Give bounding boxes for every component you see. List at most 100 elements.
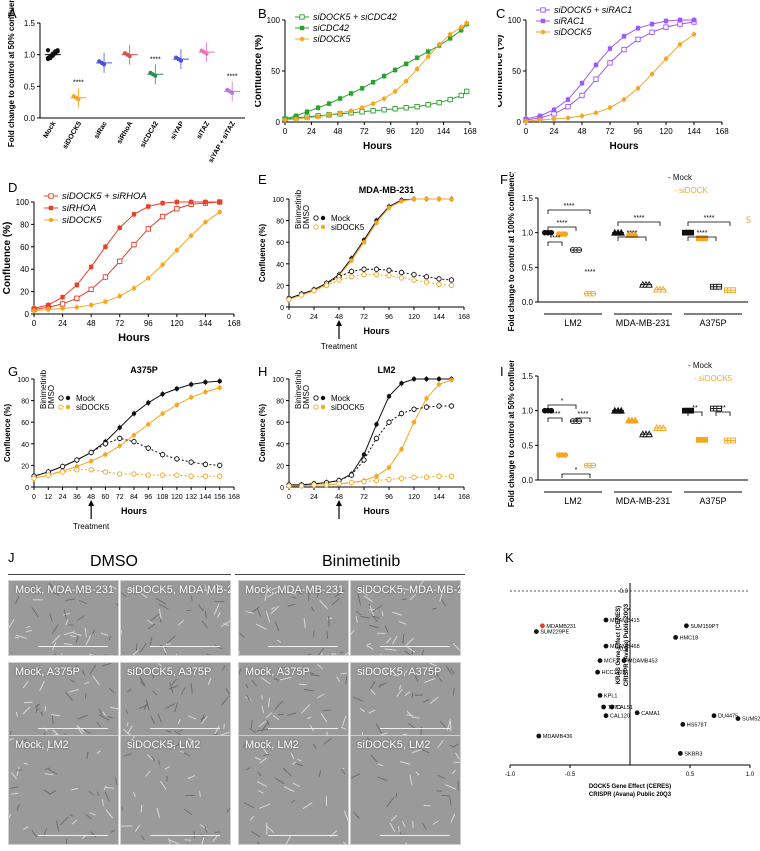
y-tick-label: 1.0 — [24, 51, 36, 60]
cell-stroke — [429, 663, 437, 667]
y-tick-label: 0.5 — [522, 441, 534, 450]
x-axis-label: Hours — [363, 326, 389, 336]
data-point — [286, 483, 292, 489]
data-point — [579, 92, 585, 99]
cell-stroke — [381, 611, 384, 616]
legend-group-label: Binimetinib — [39, 369, 48, 409]
data-point — [361, 266, 367, 272]
data-point — [634, 710, 640, 716]
cell-stroke — [55, 820, 60, 832]
significance-bracket — [547, 404, 577, 409]
cell-texture — [9, 737, 118, 844]
series-line — [289, 378, 452, 486]
cell-stroke — [386, 637, 392, 644]
data-point — [45, 472, 51, 478]
data-point — [131, 286, 137, 291]
panel-label-k: K — [505, 550, 514, 565]
cell-stroke — [17, 738, 27, 745]
data-point — [293, 116, 299, 122]
chart-b: 0 50 100 0 24 48 72 96 120 144 168 Hours Confluence … — [255, 12, 477, 152]
scale-bar — [38, 835, 108, 836]
data-point — [304, 115, 310, 121]
x-tick-label: 0 — [32, 319, 37, 328]
chart-e: 0 20 40 60 80 100 0 24 48 72 96 120 144 168 Hours Confl… — [258, 185, 470, 351]
data-point — [174, 472, 180, 478]
cell-stroke — [263, 753, 270, 757]
chart-k: -1.0 -0.5 0.5 1.0 0.0 -0.2 DOCK5 Gene Effect (… — [505, 583, 760, 798]
cell-stroke — [308, 843, 310, 844]
y-tick-label: 1.5 — [522, 372, 534, 381]
data-point — [403, 105, 409, 111]
cell-stroke — [69, 634, 76, 638]
significance-label: **** — [697, 230, 708, 237]
cell-stroke — [156, 807, 160, 819]
cell-stroke — [439, 721, 447, 728]
data-point — [424, 196, 429, 202]
cell-stroke — [85, 814, 92, 820]
cell-stroke — [49, 613, 53, 622]
cell-stroke — [214, 831, 221, 833]
cell-stroke — [26, 625, 31, 629]
data-point — [449, 196, 454, 202]
significance-bracket — [561, 473, 591, 478]
cell-stroke — [245, 611, 254, 614]
cell-texture — [351, 737, 460, 844]
significance-label: * — [575, 467, 578, 474]
cell-stroke — [16, 804, 20, 811]
legend-label: Mock — [76, 394, 96, 403]
data-point — [282, 117, 288, 123]
x-tick-label: siYAP — [170, 120, 186, 141]
cell-stroke — [54, 653, 56, 655]
scale-bar — [380, 728, 450, 729]
cell-stroke — [398, 684, 402, 690]
data-point — [361, 478, 367, 485]
cell-stroke — [64, 691, 73, 702]
data-point — [414, 104, 420, 110]
series-line — [289, 379, 452, 487]
data-point — [323, 482, 330, 488]
x-tick-label: Mock — [43, 120, 58, 139]
micrograph-tile: Mock, LM2 — [8, 735, 119, 845]
x-tick-label: 96 — [144, 494, 152, 501]
data-point — [46, 302, 51, 308]
cell-stroke — [369, 688, 376, 695]
cell-stroke — [364, 595, 373, 603]
cell-stroke — [71, 819, 78, 825]
cell-stroke — [123, 728, 131, 736]
series-line — [525, 19, 694, 120]
cell-stroke — [268, 697, 271, 708]
cell-stroke — [92, 629, 96, 634]
cell-stroke — [100, 632, 109, 636]
cell-stroke — [292, 782, 301, 788]
data-point — [423, 474, 430, 480]
data-point — [607, 60, 613, 66]
y-tick-label: 50 — [271, 67, 280, 76]
cell-stroke — [193, 831, 196, 839]
data-point — [60, 306, 65, 311]
cell-stroke — [256, 841, 260, 844]
y-tick-label: 0 — [276, 118, 281, 127]
data-point — [217, 209, 222, 215]
cell-stroke — [356, 610, 362, 616]
scale-bar — [150, 835, 220, 836]
data-point — [359, 86, 365, 91]
data-point — [691, 32, 697, 37]
data-point — [607, 105, 613, 110]
cell-stroke — [59, 816, 69, 826]
cell-stroke — [398, 826, 400, 833]
cell-stroke — [452, 643, 460, 651]
x-axis-label: Hours — [363, 506, 389, 516]
point-label: CAMA1 — [641, 711, 660, 717]
cell-stroke — [136, 740, 139, 746]
cell-stroke — [370, 754, 378, 763]
cell-stroke — [60, 653, 63, 655]
cell-stroke — [424, 678, 435, 683]
micrograph-label: siDOCK5, A375P — [127, 666, 212, 678]
cell-stroke — [16, 711, 18, 717]
legend-marker — [58, 404, 64, 410]
data-point — [336, 481, 342, 487]
cell-stroke — [408, 723, 415, 729]
cell-stroke — [422, 699, 430, 703]
cell-stroke — [384, 648, 397, 651]
cell-stroke — [369, 681, 376, 691]
